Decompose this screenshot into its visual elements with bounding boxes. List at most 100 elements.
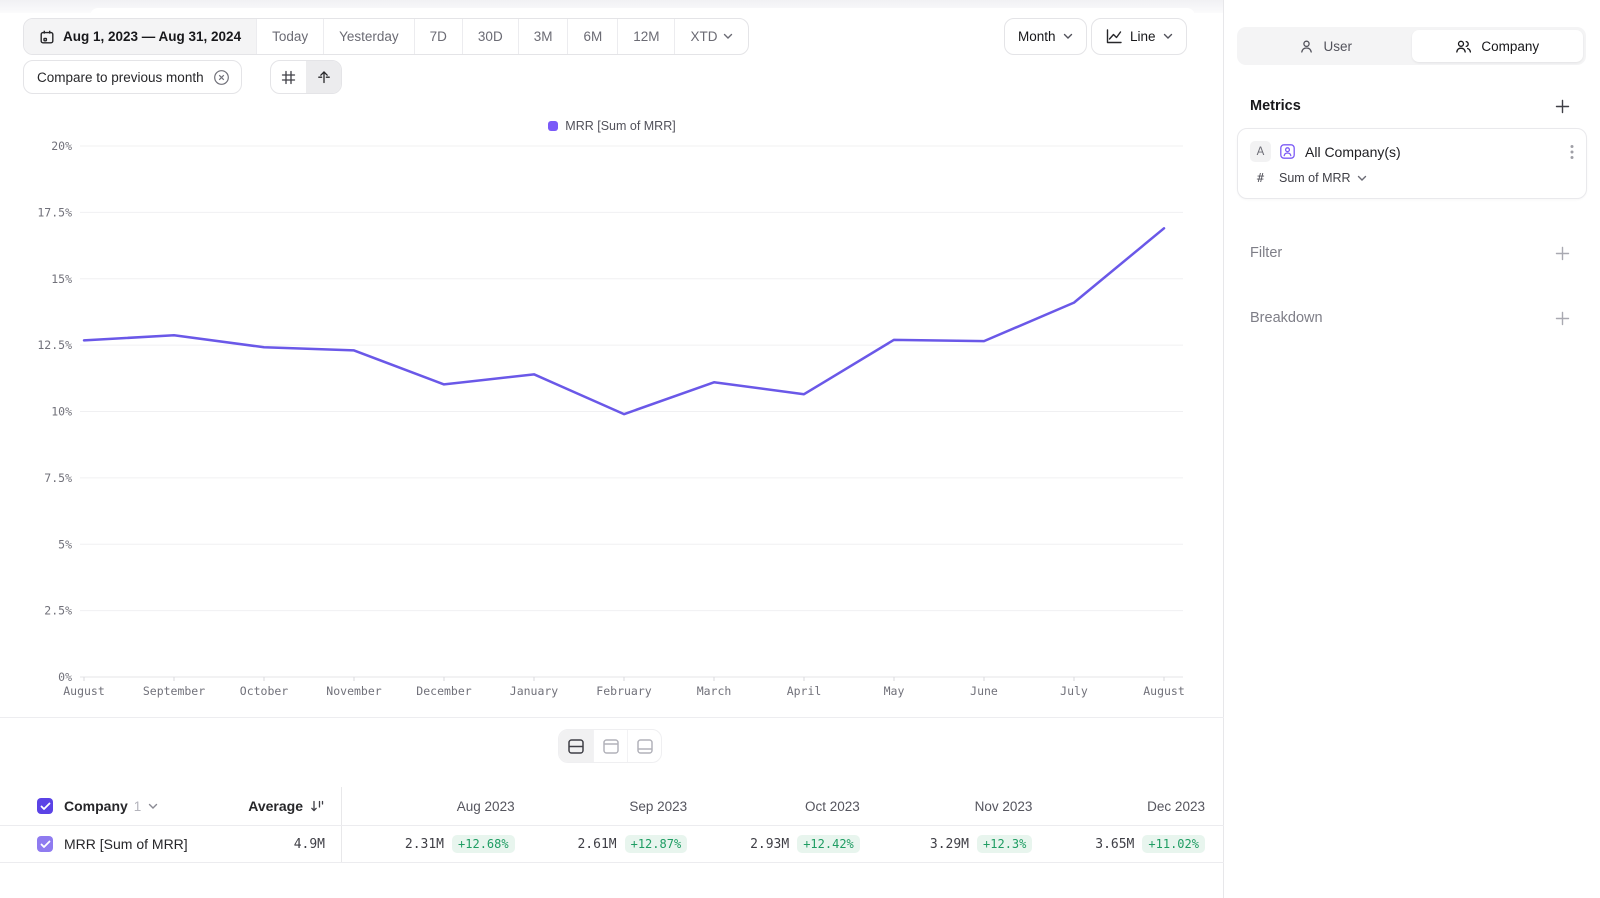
chart-type-label: Line xyxy=(1130,29,1156,44)
svg-text:August: August xyxy=(1143,684,1185,698)
svg-text:September: September xyxy=(143,684,205,698)
results-table: Company 1 Average Aug 2023 Sep 2023 Oct … xyxy=(0,787,1224,863)
change-badge: +11.02% xyxy=(1142,835,1205,853)
panel-bottom-icon xyxy=(636,738,653,754)
change-badge: +12.68% xyxy=(452,835,515,853)
chart-only-view-button[interactable] xyxy=(593,730,627,762)
metric-card[interactable]: A All Company(s) # Sum of MRR xyxy=(1237,128,1587,199)
check-icon xyxy=(40,802,50,810)
svg-text:August: August xyxy=(63,684,105,698)
chart-type-dropdown[interactable]: Line xyxy=(1091,18,1187,55)
select-all-checkbox[interactable] xyxy=(37,798,53,814)
sort-icon[interactable] xyxy=(310,799,325,813)
legend-label: MRR [Sum of MRR] xyxy=(565,119,676,133)
range-xtd[interactable]: XTD xyxy=(674,19,748,54)
metric-menu-button[interactable] xyxy=(1570,144,1574,160)
plus-icon xyxy=(1555,311,1570,325)
chart-legend[interactable]: MRR [Sum of MRR] xyxy=(0,119,1224,133)
metrics-section-title: Metrics xyxy=(1250,98,1301,114)
top-card-edge xyxy=(90,8,1195,16)
compare-chip[interactable]: Compare to previous month xyxy=(23,60,242,94)
svg-text:October: October xyxy=(240,684,289,698)
compare-chip-label: Compare to previous month xyxy=(37,69,204,85)
calendar-icon xyxy=(40,30,54,43)
row-checkbox[interactable] xyxy=(37,836,53,852)
svg-text:June: June xyxy=(970,684,998,698)
users-icon xyxy=(1456,40,1472,53)
date-range-label: Aug 1, 2023 — Aug 31, 2024 xyxy=(63,29,242,44)
svg-text:10%: 10% xyxy=(51,405,72,419)
legend-swatch xyxy=(548,121,559,131)
close-circle-icon[interactable] xyxy=(213,69,230,86)
month-column-header: Nov 2023 xyxy=(974,798,1033,814)
svg-text:January: January xyxy=(510,684,559,698)
layout-toggle-group xyxy=(558,729,662,763)
metric-series-badge: A xyxy=(1250,141,1271,162)
add-metric-button[interactable] xyxy=(1555,99,1570,114)
grid-toggle-button[interactable] xyxy=(271,61,306,93)
plus-icon xyxy=(1555,246,1570,260)
svg-text:5%: 5% xyxy=(58,537,72,551)
split-horizontal-icon xyxy=(568,738,584,754)
metric-entity-name: All Company(s) xyxy=(1305,143,1401,160)
month-column-header: Aug 2023 xyxy=(456,798,515,814)
range-7d[interactable]: 7D xyxy=(413,19,462,54)
chevron-down-icon xyxy=(1357,175,1366,181)
main-panel: Aug 1, 2023 — Aug 31, 2024 Today Yesterd… xyxy=(0,0,1224,898)
date-range-button[interactable]: Aug 1, 2023 — Aug 31, 2024 xyxy=(24,19,257,54)
group-count: 1 xyxy=(133,798,142,814)
config-sidebar: User Company Metrics A All Company(s) xyxy=(1224,0,1600,898)
baseline-toggle-button[interactable] xyxy=(306,61,341,93)
month-column-header: Dec 2023 xyxy=(1147,798,1205,814)
toggle-user[interactable]: User xyxy=(1240,30,1412,62)
month-value: 3.29M xyxy=(929,836,970,852)
user-icon xyxy=(1301,40,1313,53)
svg-text:17.5%: 17.5% xyxy=(37,205,72,219)
average-column-header: Average xyxy=(248,798,303,814)
svg-text:0%: 0% xyxy=(58,670,72,684)
svg-text:February: February xyxy=(596,684,651,698)
toggle-company[interactable]: Company xyxy=(1411,30,1583,62)
month-value: 2.93M xyxy=(750,836,790,852)
range-12m[interactable]: 12M xyxy=(617,19,674,54)
date-range-control: Aug 1, 2023 — Aug 31, 2024 Today Yesterd… xyxy=(23,18,750,55)
breakdown-section-title: Breakdown xyxy=(1250,310,1323,326)
metric-field-label: Sum of MRR xyxy=(1279,171,1351,185)
filter-section-title: Filter xyxy=(1250,245,1283,261)
month-value: 3.65M xyxy=(1095,836,1135,852)
section-divider xyxy=(0,717,1224,718)
svg-text:March: March xyxy=(697,684,732,698)
table-row[interactable]: MRR [Sum of MRR] 4.9M 2.31M +12.68% 2.61M… xyxy=(0,826,1224,863)
range-3m[interactable]: 3M xyxy=(517,19,568,54)
table-only-view-button[interactable] xyxy=(627,730,661,762)
month-value: 2.31M xyxy=(404,836,445,852)
kebab-menu-icon xyxy=(1570,144,1574,159)
svg-text:12.5%: 12.5% xyxy=(37,338,72,352)
chevron-down-icon xyxy=(1063,33,1072,39)
numeric-field-icon: # xyxy=(1256,171,1265,185)
svg-text:20%: 20% xyxy=(51,139,72,153)
chevron-down-icon[interactable] xyxy=(148,803,158,810)
metric-field-dropdown[interactable]: Sum of MRR xyxy=(1279,171,1367,185)
line-chart[interactable]: 0% 2.5% 5% 7.5% 10% 12.5% 15% 17.5% 20% August Sep… xyxy=(0,134,1224,711)
chevron-down-icon xyxy=(724,33,733,39)
add-breakdown-button[interactable] xyxy=(1555,311,1570,326)
check-icon xyxy=(40,840,50,848)
split-view-button[interactable] xyxy=(559,730,593,762)
range-yesterday[interactable]: Yesterday xyxy=(323,19,414,54)
range-today[interactable]: Today xyxy=(256,19,323,54)
svg-text:July: July xyxy=(1060,684,1088,698)
add-filter-button[interactable] xyxy=(1555,246,1570,261)
range-xtd-label: XTD xyxy=(690,29,718,44)
group-by-label[interactable]: Company xyxy=(64,798,128,814)
table-header-row: Company 1 Average Aug 2023 Sep 2023 Oct … xyxy=(0,787,1224,826)
month-column-header: Sep 2023 xyxy=(629,798,688,814)
svg-text:2.5%: 2.5% xyxy=(44,604,72,618)
panel-top-icon xyxy=(602,738,619,754)
range-30d[interactable]: 30D xyxy=(461,19,518,54)
toggle-user-label: User xyxy=(1323,38,1352,54)
range-6m[interactable]: 6M xyxy=(567,19,617,54)
plus-icon xyxy=(1555,99,1570,113)
granularity-dropdown[interactable]: Month xyxy=(1004,18,1087,55)
